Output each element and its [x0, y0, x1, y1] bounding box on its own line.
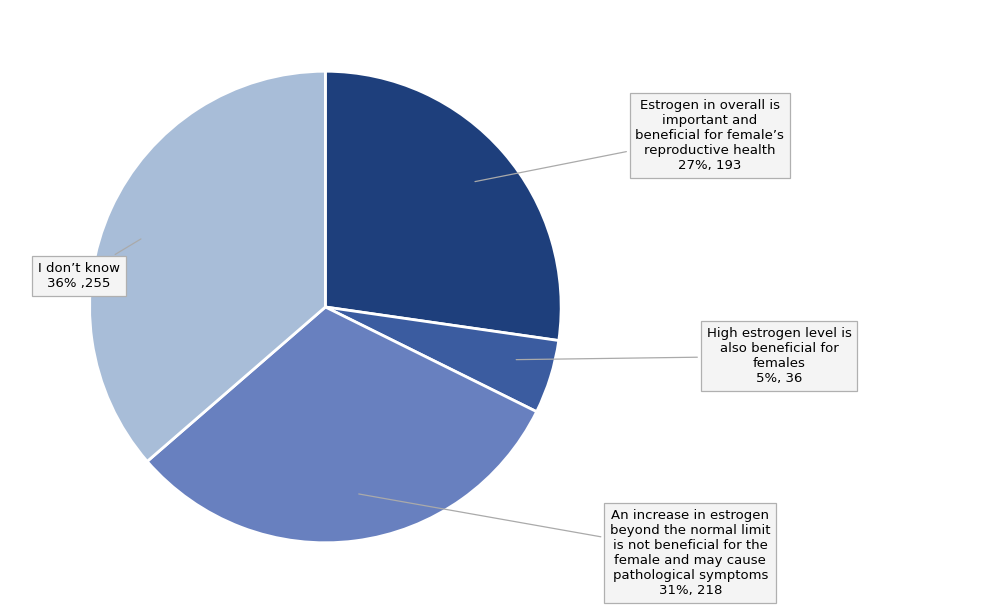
Wedge shape [325, 307, 559, 412]
Text: Estrogen in overall is
important and
beneficial for female’s
reproductive health: Estrogen in overall is important and ben… [475, 99, 784, 182]
Wedge shape [325, 71, 561, 341]
Text: An increase in estrogen
beyond the normal limit
is not beneficial for the
female: An increase in estrogen beyond the norma… [359, 494, 770, 597]
Wedge shape [147, 307, 536, 543]
Text: I don’t know
36% ,255: I don’t know 36% ,255 [37, 239, 141, 290]
Text: High estrogen level is
also beneficial for
females
5%, 36: High estrogen level is also beneficial f… [517, 327, 851, 385]
Wedge shape [90, 71, 325, 461]
